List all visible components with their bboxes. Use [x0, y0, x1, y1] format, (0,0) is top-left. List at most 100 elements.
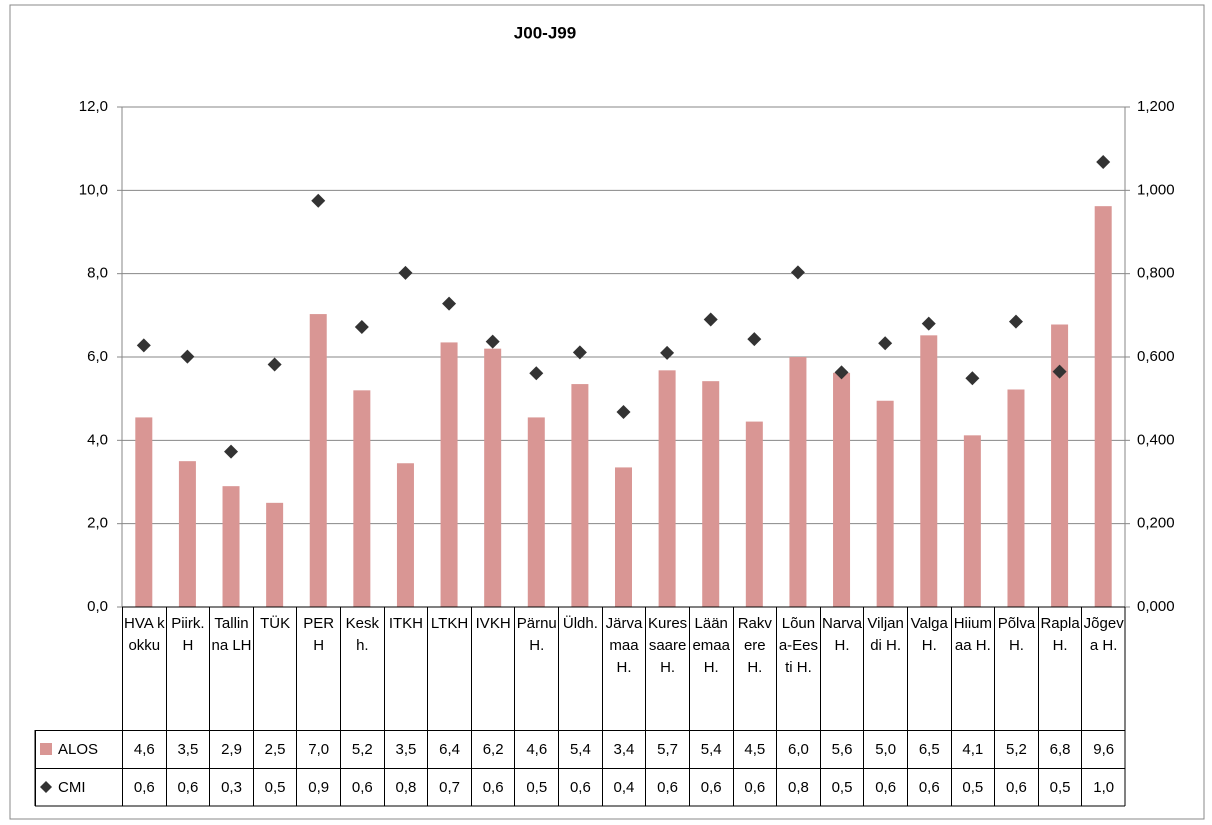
data-table-value: 0,8 [776, 768, 820, 806]
bar [1007, 389, 1025, 607]
data-table-value: 4,1 [950, 730, 995, 768]
marker [747, 332, 762, 347]
x-category-label: Pärnu H. [514, 607, 558, 730]
data-table-value: 6,2 [470, 730, 515, 768]
bar [527, 417, 545, 607]
bar [833, 372, 851, 607]
data-table-value: 3,4 [601, 730, 646, 768]
data-table-value: 0,5 [1037, 768, 1082, 806]
data-table-value: 6,5 [906, 730, 951, 768]
x-category-label: Viljandi H. [863, 607, 907, 730]
x-category-label: Tallinna LH [209, 607, 253, 730]
chart-frame [9, 4, 1205, 820]
data-table-value: 0,6 [906, 768, 951, 806]
y2-tick-label: 0,200 [1137, 515, 1175, 532]
x-category-label: Kuressaare H. [645, 607, 689, 730]
data-table-value: 7,0 [296, 730, 341, 768]
bar [876, 400, 894, 607]
bar [309, 314, 327, 607]
data-table-value: 9,6 [1081, 730, 1125, 768]
data-table-value: 0,3 [209, 768, 253, 806]
x-category-label: Rapla H. [1037, 607, 1082, 730]
bar [440, 342, 458, 607]
data-table-value: 5,2 [340, 730, 384, 768]
data-table-value: 0,6 [165, 768, 210, 806]
data-table-value: 0,6 [688, 768, 733, 806]
x-category-label: Järvamaa H. [601, 607, 646, 730]
x-category-label: Keskh. [340, 607, 384, 730]
y-tick-label: 0,0 [87, 598, 108, 615]
data-table-value: 0,5 [819, 768, 864, 806]
data-table-value: 0,6 [340, 768, 384, 806]
bar [396, 463, 414, 607]
marker [965, 371, 980, 386]
x-category-label: Lõuna-Eesti H. [776, 607, 820, 730]
data-table-value: 6,8 [1037, 730, 1082, 768]
marker [572, 345, 587, 360]
bar [484, 348, 502, 607]
y-tick-label: 8,0 [87, 265, 108, 282]
bar [571, 384, 589, 607]
x-category-label: HVA kokku [122, 607, 166, 730]
x-category-label: Üldh. [558, 607, 602, 730]
data-table-value: 5,0 [863, 730, 907, 768]
data-table-value: 0,5 [252, 768, 297, 806]
data-table-value: 5,4 [688, 730, 733, 768]
y2-tick-label: 1,200 [1137, 98, 1175, 115]
data-table-value: 3,5 [383, 730, 428, 768]
x-category-label: ITKH [383, 607, 428, 730]
marker [354, 320, 369, 334]
x-category-label: Narva H. [819, 607, 864, 730]
x-category-label: IVKH [470, 607, 515, 730]
legend-swatch [40, 781, 52, 793]
bar [615, 467, 632, 607]
data-table-value: 0,4 [601, 768, 646, 806]
y2-tick-label: 0,800 [1137, 265, 1175, 282]
marker [224, 444, 239, 459]
y-tick-label: 4,0 [87, 431, 108, 448]
marker [398, 265, 413, 280]
marker [1096, 155, 1111, 169]
marker [311, 193, 326, 208]
marker [180, 349, 195, 364]
y-tick-label: 10,0 [79, 181, 108, 198]
y-tick-label: 6,0 [87, 348, 108, 365]
bar [963, 435, 981, 607]
data-table-value: 5,2 [994, 730, 1038, 768]
data-table-value: 1,0 [1081, 768, 1125, 806]
marker [921, 316, 936, 331]
bar [222, 486, 240, 607]
data-table-value: 0,6 [863, 768, 907, 806]
legend-entry: CMI [35, 768, 122, 806]
data-table-value: 5,7 [645, 730, 689, 768]
x-category-label: LTKH [427, 607, 471, 730]
marker [1052, 364, 1067, 379]
data-table-value: 4,5 [732, 730, 777, 768]
data-table-value: 0,6 [122, 768, 166, 806]
x-category-label: Rakvere H. [732, 607, 777, 730]
marker [529, 366, 544, 381]
legend-entry: ALOS [35, 730, 122, 768]
data-table-value: 0,5 [514, 768, 559, 806]
marker [703, 312, 718, 327]
x-category-label: Läänemaa H. [688, 607, 733, 730]
bar [266, 502, 284, 607]
marker [1008, 314, 1023, 329]
data-table-value: 3,5 [165, 730, 210, 768]
x-category-label: Põlva H. [994, 607, 1038, 730]
data-table-value: 5,4 [558, 730, 602, 768]
bar [920, 335, 938, 607]
bar [658, 370, 676, 607]
data-table-value: 5,6 [819, 730, 864, 768]
x-category-label: Hiiumaa H. [950, 607, 995, 730]
x-category-label: Jõgeva H. [1081, 607, 1125, 730]
bar [789, 357, 807, 607]
marker [442, 296, 457, 311]
data-table-value: 0,6 [732, 768, 777, 806]
data-table-value: 2,5 [252, 730, 297, 768]
bar [178, 461, 196, 607]
x-category-label: Valga H. [906, 607, 951, 730]
data-table-value: 0,6 [470, 768, 515, 806]
